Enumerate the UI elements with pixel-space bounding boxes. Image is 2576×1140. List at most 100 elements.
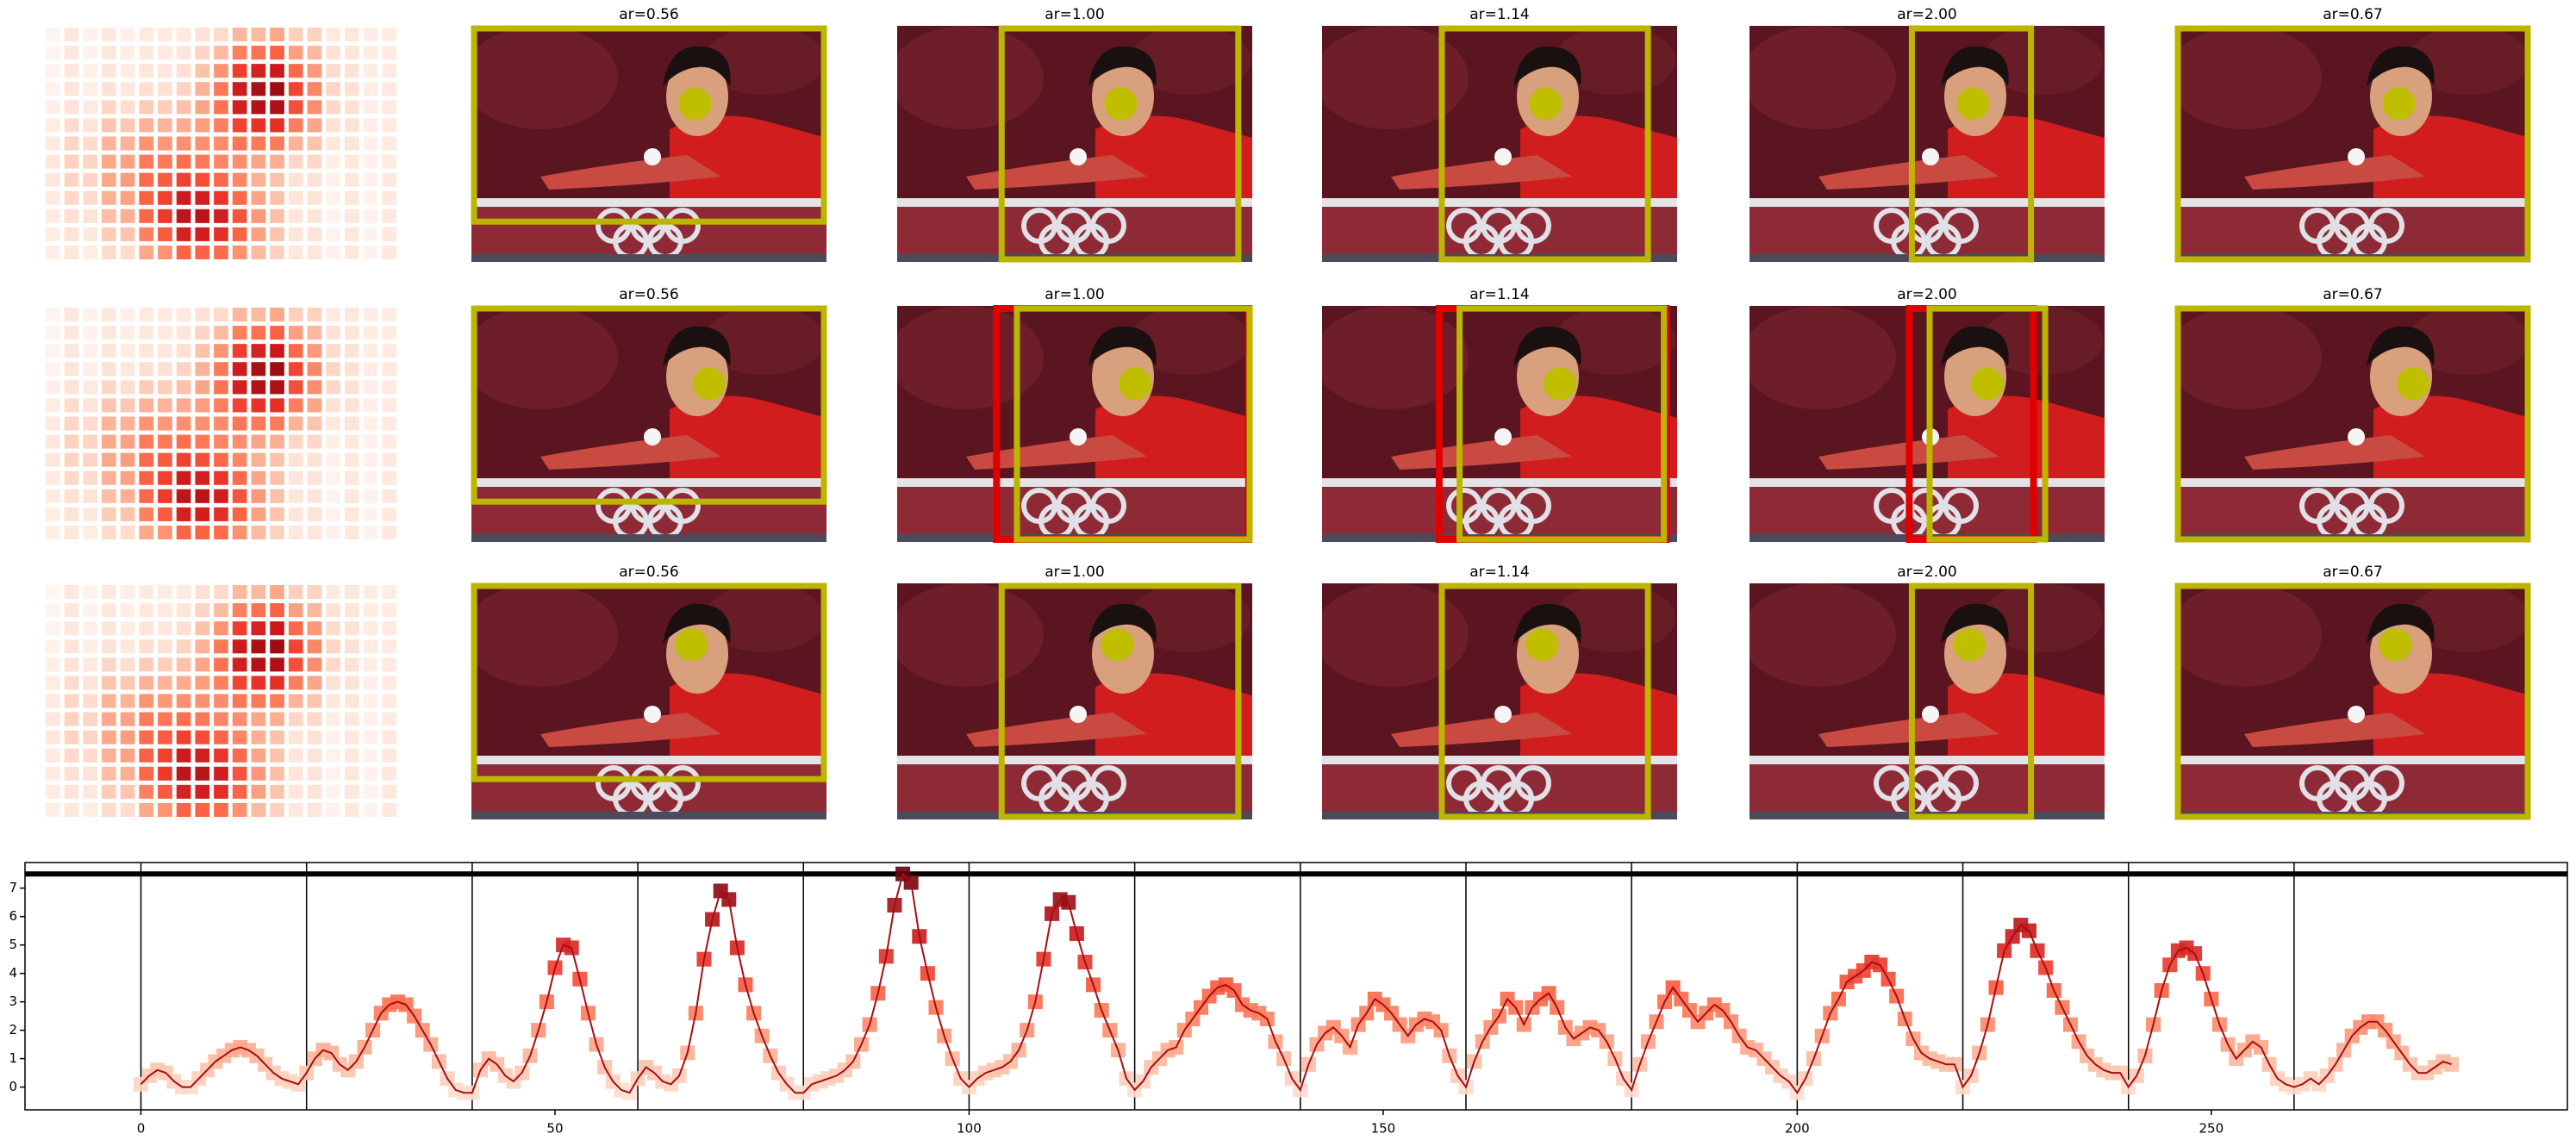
- heatmap-cell: [64, 525, 79, 539]
- heatmap-cell: [102, 362, 116, 377]
- heatmap-cell: [344, 308, 359, 322]
- heatmap-cell: [326, 154, 340, 169]
- heatmap-cell: [46, 639, 60, 654]
- heatmap-cell: [64, 28, 79, 42]
- heatmap-cell: [214, 172, 228, 187]
- heatmap-cell: [232, 28, 247, 42]
- heatmap-cell: [158, 434, 172, 449]
- heatmap-cell: [326, 245, 340, 259]
- heatmap-cell: [232, 489, 247, 503]
- photo: [2167, 583, 2530, 819]
- heatmap-cell: [214, 730, 228, 744]
- heatmap-cell: [64, 209, 79, 223]
- heatmap-cell: [344, 766, 359, 781]
- heatmap-cell: [232, 657, 247, 672]
- heatmap-cell: [232, 380, 247, 395]
- heatmap-cell: [158, 245, 172, 259]
- heatmap-cell: [382, 621, 396, 636]
- crop-box: [1908, 582, 2035, 820]
- heatmap-cell: [307, 227, 322, 241]
- heatmap-cell: [363, 470, 378, 485]
- heatmap-cell: [326, 64, 340, 78]
- heatmap-cell: [326, 46, 340, 60]
- heatmap-cell: [214, 154, 228, 169]
- heatmap-cell: [344, 676, 359, 690]
- heatmap-cell: [195, 245, 210, 259]
- heatmap-cell: [382, 766, 396, 781]
- heatmap-cell: [176, 730, 191, 744]
- heatmap-cell: [195, 452, 210, 467]
- crop-box: [998, 25, 1242, 263]
- crop-box: [1456, 305, 1668, 543]
- heatmap-cell: [83, 676, 98, 690]
- heatmap-cell: [102, 470, 116, 485]
- heatmap-cell: [344, 190, 359, 205]
- heatmap-cell: [288, 100, 303, 115]
- heatmap-cell: [270, 227, 284, 241]
- heatmap-cell: [139, 64, 154, 78]
- heatmap-cell: [326, 585, 340, 600]
- heatmap-cell: [326, 639, 340, 654]
- heatmap-cell: [307, 525, 322, 539]
- heatmap-cell: [251, 507, 266, 521]
- heatmap-cell: [363, 245, 378, 259]
- heatmap-cell: [139, 434, 154, 449]
- heatmap-cell: [64, 712, 79, 726]
- heatmap-cell: [176, 28, 191, 42]
- crop-box: [471, 25, 827, 225]
- heatmap-cell: [120, 416, 135, 431]
- heatmap-cell: [344, 28, 359, 42]
- heatmap-cell: [46, 136, 60, 151]
- heatmap-cell: [158, 118, 172, 133]
- heatmap-cell: [158, 344, 172, 358]
- heatmap-cell: [232, 639, 247, 654]
- x-tick-label: 50: [546, 1121, 563, 1137]
- heatmap-cell: [176, 694, 191, 708]
- heatmap-cell: [251, 603, 266, 618]
- heatmap-cell: [382, 380, 396, 395]
- heatmap-cell: [251, 639, 266, 654]
- heatmap-cell: [288, 154, 303, 169]
- heatmap-cell: [139, 766, 154, 781]
- heatmap-cell: [102, 802, 116, 817]
- heatmap-cell: [214, 585, 228, 600]
- heatmap-cell: [307, 82, 322, 97]
- heatmap-cell: [158, 154, 172, 169]
- photo: [1741, 583, 2105, 819]
- x-tick-label: 150: [1371, 1121, 1396, 1137]
- heatmap-cell: [139, 489, 154, 503]
- crop-box: [1926, 305, 2049, 543]
- heatmap-cell: [382, 362, 396, 377]
- heatmap-cell: [120, 730, 135, 744]
- heatmap-cell: [363, 344, 378, 358]
- heatmap-cell: [195, 100, 210, 115]
- heatmap-cell: [288, 362, 303, 377]
- heatmap-cell: [382, 489, 396, 503]
- heatmap-cell: [363, 172, 378, 187]
- heatmap-cell: [176, 621, 191, 636]
- heatmap-cell: [64, 46, 79, 60]
- heatmap-cell: [344, 525, 359, 539]
- heatmap-cell: [102, 452, 116, 467]
- y-tick-label: 3: [9, 994, 17, 1009]
- heatmap-cell: [307, 398, 322, 413]
- heatmap-cell: [102, 100, 116, 115]
- heatmap-cell: [363, 452, 378, 467]
- heatmap-cell: [326, 100, 340, 115]
- focus-point: [2382, 87, 2416, 121]
- heatmap-cell: [326, 712, 340, 726]
- heatmap-cell: [307, 28, 322, 42]
- heatmap-cell: [139, 28, 154, 42]
- heatmap-cell: [139, 190, 154, 205]
- heatmap-cell: [102, 639, 116, 654]
- heatmap-cell: [176, 416, 191, 431]
- focus-point: [1956, 87, 1990, 121]
- heatmap-cell: [288, 657, 303, 672]
- heatmap-cell: [307, 657, 322, 672]
- heatmap-cell: [195, 766, 210, 781]
- heatmap-cell: [270, 676, 284, 690]
- heatmap-cell: [120, 802, 135, 817]
- heatmap-cell: [102, 585, 116, 600]
- heatmap-cell: [176, 489, 191, 503]
- panel-title: ar=2.00: [1897, 286, 1957, 303]
